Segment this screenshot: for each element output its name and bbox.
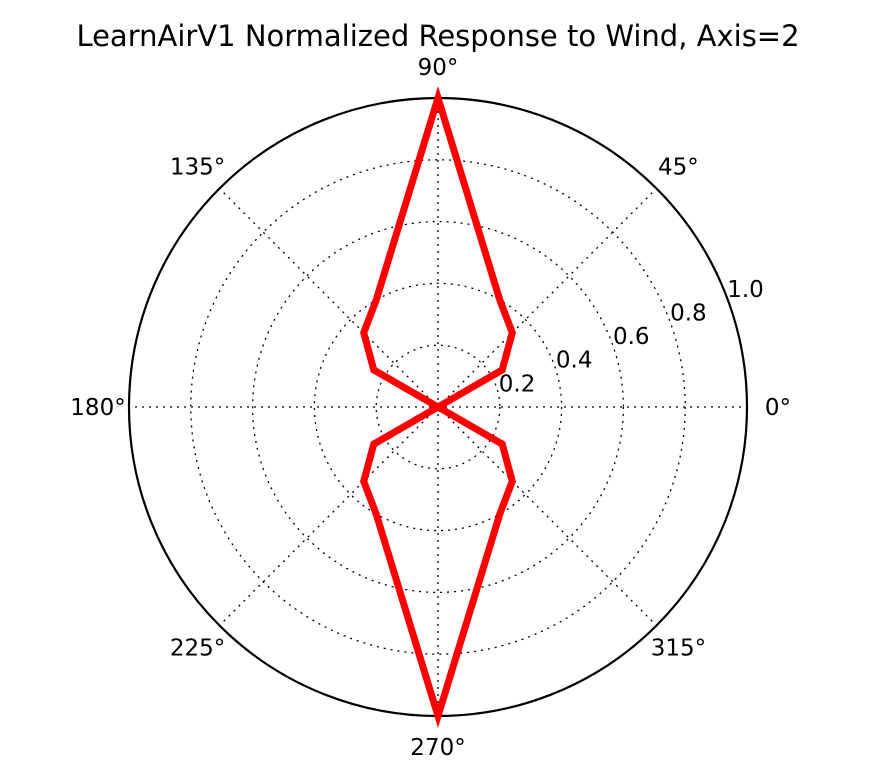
angular-tick-label: 0° [765,395,791,421]
angular-tick-label: 180° [70,395,125,421]
radial-gridline-3 [190,159,686,655]
chart-title: LearnAirV1 Normalized Response to Wind, … [76,19,799,53]
label-layer: 0° 45° 90° 135° 180° 225° 270° 315° 0.2 0.4 0.6 0.8… [70,55,791,761]
series-line-0 [360,86,516,728]
radial-gridline-0 [375,344,501,470]
angular-gridline-7 [437,406,657,626]
angular-gridline-1 [437,188,657,408]
radial-tick-label: 0.2 [499,371,536,397]
radial-gridline-1 [313,282,563,532]
radial-tick-label: 0.4 [556,348,593,374]
angular-tick-label: 45° [658,155,699,181]
angular-gridline-3 [219,188,439,408]
angular-tick-label: 315° [651,635,706,661]
series-layer [360,86,516,728]
radial-tick-label: 0.8 [670,300,707,326]
radial-tick-label: 0.6 [613,324,650,350]
angular-gridline-5 [219,406,439,626]
angular-tick-label: 225° [170,635,225,661]
radial-tick-label: 1.0 [727,277,764,303]
angular-tick-label: 90° [418,55,459,81]
angular-tick-label: 270° [410,735,465,761]
angular-tick-label: 135° [170,155,225,181]
radial-gridline-2 [251,220,625,594]
